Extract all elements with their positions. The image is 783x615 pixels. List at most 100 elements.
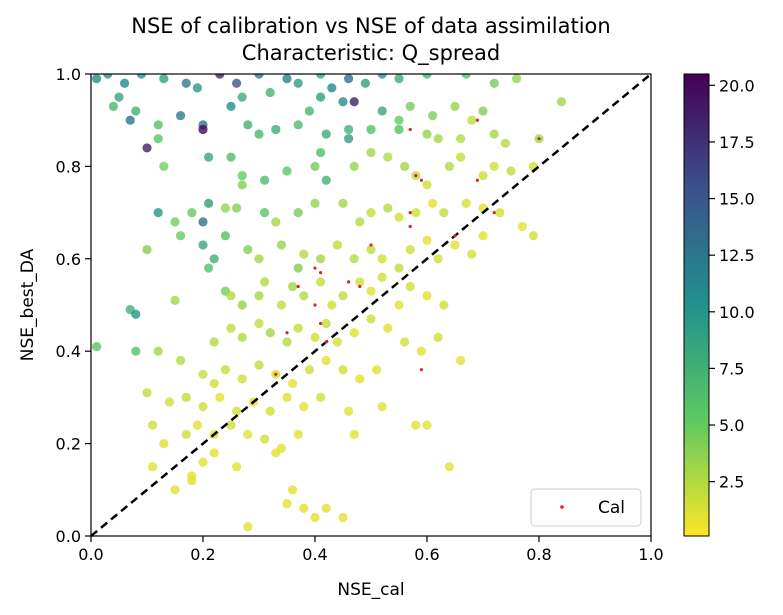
scatter-point <box>450 240 460 250</box>
scatter-point <box>181 392 191 402</box>
reference-line-1-1 <box>90 73 652 537</box>
y-axis-label: NSE_best_DA <box>18 248 38 361</box>
scatter-point <box>338 512 348 523</box>
scatter-point <box>366 286 376 296</box>
plot-frame <box>90 73 652 537</box>
scatter-point <box>321 318 331 329</box>
scatter-point <box>344 406 354 416</box>
scatter-point <box>422 74 432 79</box>
scatter-point <box>293 208 303 218</box>
scatter-point <box>271 124 281 135</box>
scatter-point <box>293 263 303 273</box>
x-tick-label: 1.0 <box>638 545 663 564</box>
scatter-point <box>383 323 393 333</box>
scatter-point <box>394 212 404 222</box>
scatter-point <box>120 78 130 88</box>
scatter-point <box>114 92 124 102</box>
cal-point <box>414 174 418 178</box>
scatter-point <box>327 83 337 93</box>
scatter-point <box>153 120 163 130</box>
scatter-point <box>422 129 432 139</box>
chart-title: NSE of calibration vs NSE of data assimi… <box>131 14 610 38</box>
scatter-point <box>148 420 158 430</box>
scatter-point <box>344 74 354 84</box>
scatter-point <box>310 161 320 171</box>
cal-point <box>408 127 412 132</box>
scatter-point <box>153 346 163 356</box>
scatter-point <box>220 203 230 213</box>
scatter-point <box>321 503 331 513</box>
scatter-point <box>232 406 242 416</box>
x-tick-label: 0.0 <box>78 545 103 564</box>
scatter-point <box>405 281 415 292</box>
scatter-point <box>232 462 242 472</box>
scatter-point <box>299 291 309 301</box>
scatter-point <box>467 115 477 125</box>
scatter-point <box>271 217 281 227</box>
colorbar-gradient <box>683 73 710 537</box>
scatter-point <box>192 420 202 430</box>
scatter-point <box>310 512 320 523</box>
scatter-point <box>349 161 359 171</box>
scatter-point <box>170 485 180 495</box>
scatter-point <box>456 134 466 144</box>
scatter-point <box>131 106 141 116</box>
cal-point <box>537 137 541 141</box>
scatter-point <box>265 328 275 338</box>
scatter-point <box>142 143 152 153</box>
scatter-point <box>288 281 298 292</box>
scatter-point <box>394 115 404 125</box>
scatter-point <box>478 231 488 241</box>
scatter-point <box>226 152 236 162</box>
scatter-point <box>495 208 505 218</box>
scatter-point <box>209 448 219 458</box>
scatter-point <box>422 180 432 190</box>
cal-point <box>369 243 373 247</box>
scatter-point <box>142 244 152 255</box>
scatter-point <box>304 106 314 116</box>
scatter-point <box>220 231 230 241</box>
scatter-point <box>366 244 376 255</box>
cal-point <box>408 211 412 215</box>
scatter-point <box>215 74 225 79</box>
scatter-point <box>405 101 415 111</box>
scatter-point <box>254 129 264 139</box>
scatter-point <box>433 254 443 264</box>
scatter-point <box>282 74 292 84</box>
cal-point <box>419 368 423 372</box>
scatter-point <box>349 429 359 439</box>
scatter-point <box>243 522 253 532</box>
scatter-point <box>316 392 326 402</box>
x-axis-ticks: 0.0 0.2 0.4 0.6 0.8 1.0 <box>78 536 664 564</box>
colorbar-tick-label: 2.5 <box>719 473 744 492</box>
scatter-point <box>260 175 270 185</box>
scatter-point <box>288 485 298 495</box>
colorbar-tick-label: 5.0 <box>719 416 744 435</box>
scatter-point <box>416 346 426 356</box>
scatter-point <box>176 355 186 366</box>
scatter-point <box>265 87 275 98</box>
scatter-point <box>489 161 499 171</box>
scatter-point <box>478 171 488 181</box>
colorbar-tick-label: 12.5 <box>719 246 755 265</box>
scatter-point <box>500 138 510 148</box>
scatter-point <box>198 457 208 467</box>
scatter-point <box>276 300 286 310</box>
scatter-point <box>377 254 387 264</box>
scatter-point <box>461 74 471 79</box>
scatter-point <box>209 254 219 264</box>
scatter-point <box>198 402 208 412</box>
scatter-point <box>517 221 527 232</box>
scatter-point <box>349 97 359 107</box>
scatter-point <box>467 249 477 259</box>
scatter-point <box>450 101 460 111</box>
scatter-point <box>299 503 309 513</box>
scatter-point <box>265 406 275 416</box>
scatter-point <box>136 74 146 79</box>
scatter-point <box>232 203 242 213</box>
y-axis-ticks: 0.0 0.2 0.4 0.6 0.8 1.0 <box>56 65 91 546</box>
y-tick-label: 0.8 <box>56 157 81 176</box>
chart-subtitle: Characteristic: Q_spread <box>242 41 500 66</box>
scatter-point <box>237 374 247 384</box>
scatter-point <box>282 166 292 176</box>
